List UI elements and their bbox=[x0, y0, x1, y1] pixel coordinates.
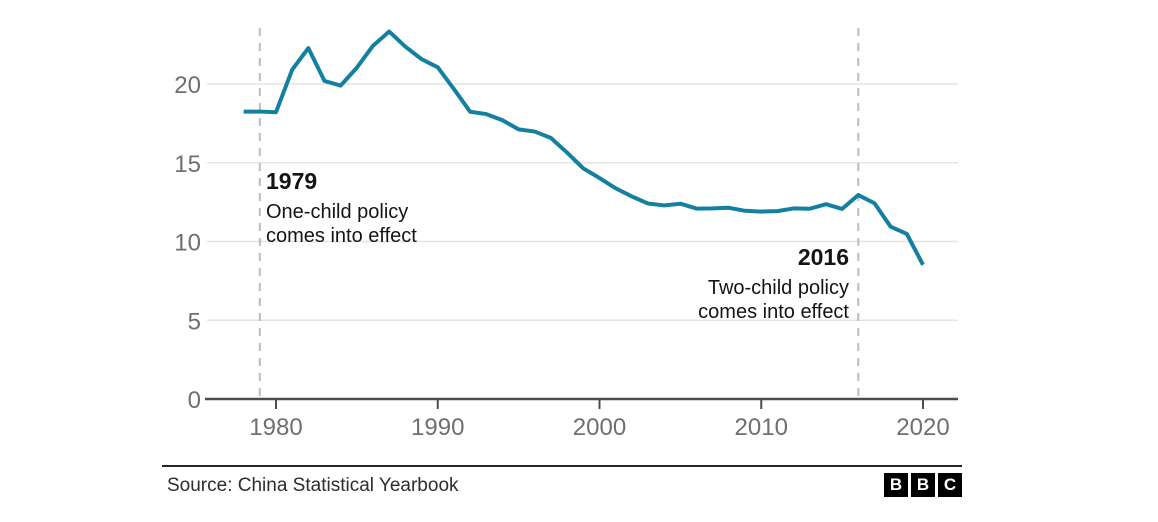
annotation-1979-text-line1: One-child policy bbox=[266, 201, 409, 223]
axis-labels: 0 5 10 15 20 1980 1990 2000 2010 2020 bbox=[174, 72, 949, 441]
annotation-1979-year: 1979 bbox=[266, 168, 318, 194]
axes bbox=[205, 397, 958, 409]
annotation-1979: 1979 One-child policy comes into effect bbox=[266, 168, 417, 248]
x-tick-label-1990: 1990 bbox=[411, 414, 464, 441]
policy-dashed-lines bbox=[258, 28, 860, 398]
birth-rate-line bbox=[243, 29, 925, 266]
bbc-logo-letter-b2: B bbox=[911, 473, 935, 497]
y-tick-label-0: 0 bbox=[188, 387, 201, 414]
x-tick-label-2020: 2020 bbox=[896, 414, 949, 441]
bbc-logo: B B C bbox=[884, 473, 962, 497]
y-tick-label-20: 20 bbox=[174, 72, 201, 99]
x-tick-label-1980: 1980 bbox=[249, 414, 302, 441]
x-tick-label-2000: 2000 bbox=[573, 414, 626, 441]
source-text: Source: China Statistical Yearbook bbox=[167, 475, 459, 496]
y-tick-label-5: 5 bbox=[188, 308, 201, 335]
annotation-2016-text-line1: Two-child policy bbox=[707, 277, 849, 299]
annotation-2016-year: 2016 bbox=[797, 244, 849, 270]
bbc-logo-letter-c: C bbox=[938, 473, 962, 497]
x-tick-label-2010: 2010 bbox=[735, 414, 788, 441]
annotation-1979-text-line2: comes into effect bbox=[266, 225, 417, 247]
y-tick-label-10: 10 bbox=[174, 230, 201, 257]
bbc-logo-letter-b1: B bbox=[884, 473, 908, 497]
annotation-2016: 2016 Two-child policy comes into effect bbox=[698, 244, 849, 324]
footer-divider bbox=[162, 465, 962, 467]
annotation-2016-text-line2: comes into effect bbox=[698, 301, 849, 323]
y-tick-label-15: 15 bbox=[174, 151, 201, 178]
